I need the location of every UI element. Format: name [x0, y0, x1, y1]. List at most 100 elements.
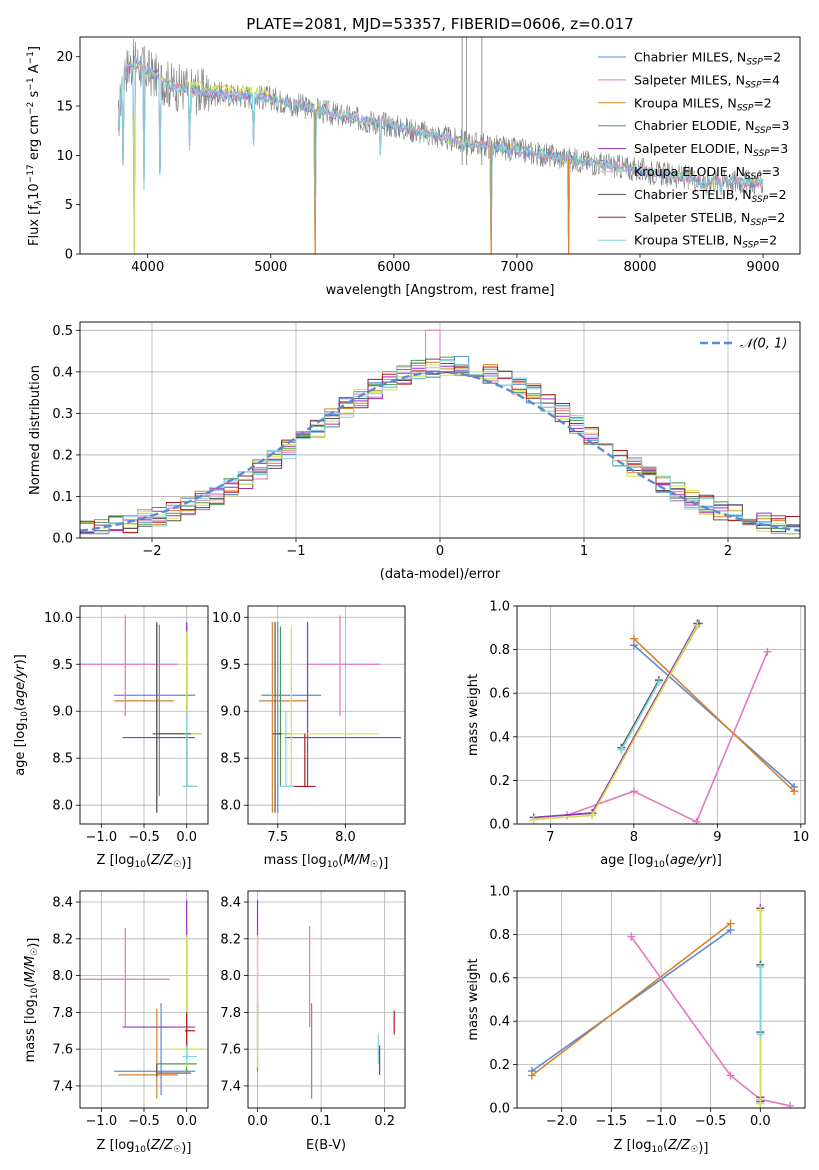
y-tick-label: 0: [65, 248, 73, 263]
series-kroupa_elodie: [533, 625, 698, 821]
mass-vs-ebv-panel: 0.0 0.1 0.2 7.4 7.6 7.8 8.0 8.2 8.4 E(B-V): [220, 890, 406, 1153]
y-tick-label: 8.0: [52, 799, 73, 814]
y-tick-label: 8.0: [220, 799, 241, 814]
x-tick-label: 8000: [623, 260, 656, 275]
y-tick-label: 9.5: [52, 658, 73, 673]
y-tick-label: 0.2: [489, 1058, 510, 1073]
x-tick-label: −1.5: [596, 1114, 628, 1129]
x-tick-label: 4000: [131, 260, 164, 275]
legend-label: Chabrier MILES, NSSP=2: [634, 50, 781, 68]
marker-kroupa_miles: [726, 919, 735, 928]
x-tick-label: −1: [286, 544, 305, 559]
x-axis-label: (data-model)/error: [380, 567, 501, 582]
y-tick-label: 0.2: [489, 774, 510, 789]
x-tick-label: −1.0: [86, 830, 118, 845]
residual-hist-panel: −2 −1 0 1 2 0.0 0.1 0.2 0.3 0.4 0.5 𝒩(0, 1) (data-mo…: [28, 321, 801, 582]
y-tick-label: 7.8: [52, 1006, 73, 1021]
normal-curve: [80, 371, 800, 532]
x-tick-label: 7: [546, 830, 554, 845]
spectrum-panel: 4000 5000 6000 7000 8000 9000 0 5 10 15 20 PLATE=20…: [26, 15, 801, 298]
y-tick-label: 8.2: [220, 932, 241, 947]
y-tick-label: 0.1: [52, 490, 73, 505]
marker-kroupa_elodie: [693, 621, 702, 630]
x-tick-label: 0.0: [247, 1114, 268, 1129]
y-tick-label: 8.4: [220, 896, 241, 911]
legend-label: Kroupa MILES, NSSP=2: [634, 95, 772, 113]
y-axis-label: mass weight: [466, 958, 481, 1040]
series-kroupa_stelib: [620, 681, 660, 751]
marker-kroupa_stelib: [654, 678, 663, 687]
marker-kroupa_stelib: [617, 745, 626, 754]
y-tick-label: 8.2: [52, 932, 73, 947]
plot-area: [529, 619, 799, 824]
x-tick-label: 7.5: [267, 830, 288, 845]
plot-area: [256, 900, 395, 1099]
series-kroupa_miles: [531, 922, 731, 1077]
axes-frame: [516, 605, 806, 825]
y-tick-label: 9.0: [52, 705, 73, 720]
axis-label: mass [log10(M/M☉)]: [264, 853, 389, 871]
plot-area: [80, 615, 203, 813]
x-tick-label: 6000: [377, 260, 410, 275]
mass-weight-vs-age-panel: 7 8 9 10 0.0 0.2 0.4 0.6 0.8 1.0 mass weight age [l…: [466, 600, 809, 871]
x-tick-label: 0.2: [374, 1114, 395, 1129]
x-tick-label: −2: [142, 544, 161, 559]
legend-label: Kroupa STELIB, NSSP=2: [634, 233, 777, 251]
y-tick-label: 9.0: [220, 705, 241, 720]
x-tick-label: 9: [713, 830, 721, 845]
legend-label: Salpeter STELIB, NSSP=2: [634, 210, 785, 228]
legend-label: 𝒩(0, 1): [740, 337, 787, 352]
observed-spectrum: [117, 38, 764, 196]
y-axis-label: Flux [fλ10−17 erg cm−2 s−1 A−1]: [26, 46, 44, 246]
x-tick-label: −0.5: [128, 1114, 160, 1129]
y-tick-label: 9.5: [220, 658, 241, 673]
marker-kroupa_stelib: [756, 1030, 765, 1039]
axis-label: Z [log10(Z/Z☉)]: [97, 853, 192, 871]
marker-kroupa_miles: [629, 634, 638, 643]
x-tick-label: 8.0: [335, 830, 356, 845]
marker-salpeter_miles: [692, 817, 701, 824]
y-tick-label: 0.8: [489, 928, 510, 943]
mass-vs-metallicity-panel: −1.0 −0.5 0.0 7.4 7.6 7.8 8.0 8.2 8.4 Z [log10(Z/…: [23, 890, 209, 1156]
series-chabrier_stelib: [620, 679, 660, 749]
marker-kroupa_miles: [527, 1071, 536, 1080]
axes-frame: [79, 890, 209, 1109]
y-tick-label: 10: [56, 149, 73, 164]
series-kroupa_miles: [633, 638, 795, 792]
x-tick-label: −2.0: [546, 1114, 578, 1129]
x-tick-label: 0.0: [176, 830, 197, 845]
plot-area: [527, 904, 795, 1108]
x-tick-label: 0: [436, 544, 444, 559]
x-tick-label: 10: [793, 830, 810, 845]
legend-label: Chabrier ELODIE, NSSP=3: [634, 118, 789, 136]
x-tick-label: −1.0: [645, 1114, 677, 1129]
y-tick-label: 0.3: [52, 407, 73, 422]
y-tick-label: 8.5: [220, 752, 241, 767]
histogram-kroupa_stelib: [80, 360, 800, 535]
y-tick-label: 0.4: [489, 730, 510, 745]
y-tick-label: 5: [65, 198, 73, 213]
marker-salpeter_miles: [629, 787, 638, 796]
y-tick-label: 20: [56, 50, 73, 65]
y-tick-label: 0.2: [52, 448, 73, 463]
y-tick-label: 7.4: [52, 1079, 73, 1094]
series-chabrier_elodie: [533, 623, 700, 819]
y-tick-label: 0.0: [489, 1102, 510, 1117]
marker-salpeter_miles: [786, 1101, 795, 1108]
histogram-kroupa_elodie: [80, 364, 800, 535]
y-tick-label: 7.8: [220, 1006, 241, 1021]
legend-label: Kroupa ELODIE, NSSP=3: [634, 164, 780, 182]
marker-salpeter_miles: [726, 1071, 735, 1080]
model-spectrum-kroupa_stelib: [117, 55, 764, 254]
axis-label: age [log10(age/yr)]: [600, 853, 722, 870]
y-tick-label: 0.5: [52, 324, 73, 339]
x-tick-label: 2: [724, 544, 732, 559]
axes-frame: [247, 890, 406, 1109]
marker-salpeter_miles: [763, 647, 772, 656]
plot-area: [80, 900, 204, 1099]
y-tick-label: 7.4: [220, 1079, 241, 1094]
x-tick-label: −1.0: [86, 1114, 118, 1129]
x-axis-label: wavelength [Angstrom, rest frame]: [326, 283, 555, 298]
y-tick-label: 0.6: [489, 971, 510, 986]
x-tick-label: −0.5: [128, 830, 160, 845]
